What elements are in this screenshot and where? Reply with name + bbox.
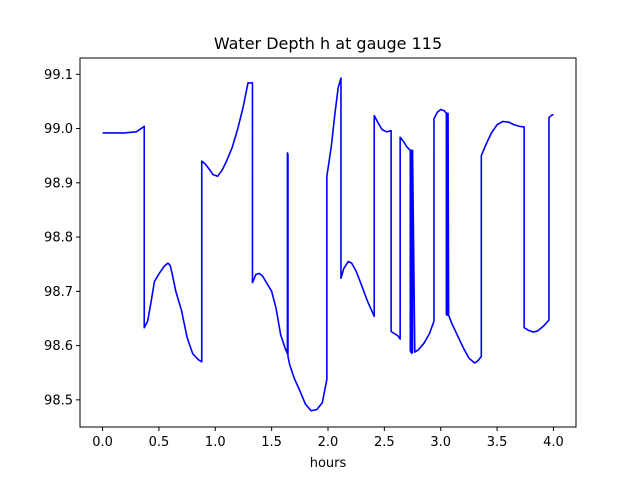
x-tick-label: 2.0 (318, 435, 339, 450)
x-tick-label: 3.0 (430, 435, 451, 450)
y-tick-label: 99.0 (44, 122, 73, 137)
x-tick-label: 3.5 (487, 435, 508, 450)
x-tick-label: 1.0 (205, 435, 226, 450)
y-tick-label: 99.1 (44, 68, 73, 83)
x-tick-label: 1.5 (261, 435, 282, 450)
x-tick-label: 4.0 (543, 435, 564, 450)
series-line-0 (102, 77, 554, 412)
y-tick-label: 98.8 (44, 231, 73, 246)
y-tick-label: 98.7 (44, 285, 73, 300)
y-tick-label: 98.9 (44, 176, 73, 191)
x-axis-ticks: 0.0 0.5 1.0 1.5 2.0 2.5 3.0 3.5 4.0 (92, 427, 564, 450)
plot-layer (102, 77, 554, 412)
chart-title: Water Depth h at gauge 115 (214, 34, 442, 53)
x-axis-label: hours (310, 456, 347, 471)
y-axis-ticks: 98.5 98.6 98.7 98.8 98.9 99.0 99.1 (44, 68, 80, 408)
y-tick-label: 98.6 (44, 339, 73, 354)
x-tick-label: 0.5 (149, 435, 170, 450)
x-tick-label: 2.5 (374, 435, 395, 450)
y-tick-label: 98.5 (44, 393, 73, 408)
x-tick-label: 0.0 (92, 435, 113, 450)
